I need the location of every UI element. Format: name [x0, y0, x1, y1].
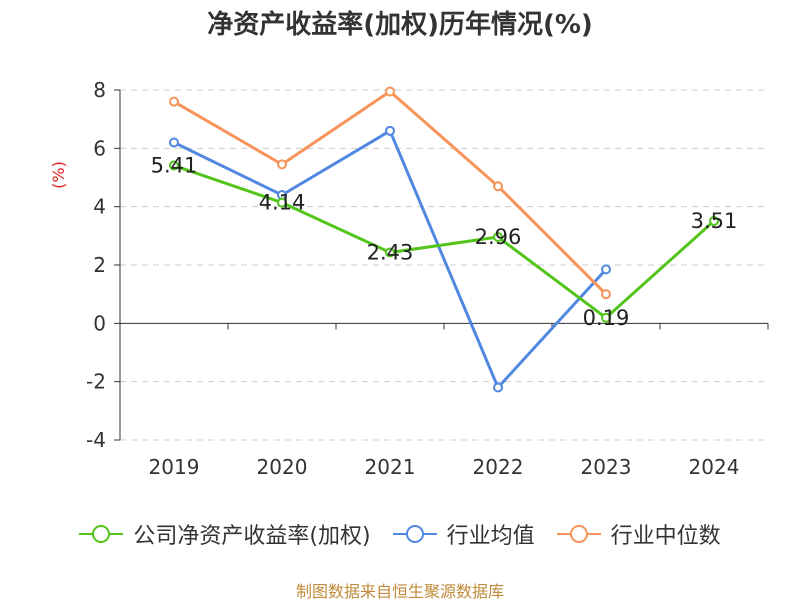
legend-label-industry-median: 行业中位数: [610, 524, 721, 549]
data-point: [385, 247, 395, 258]
y-tick-label: -2: [86, 370, 106, 394]
data-point: [277, 197, 287, 208]
data-point: [493, 181, 503, 192]
data-point: [169, 96, 179, 107]
legend: 公司净资产收益率(加权) 行业均值 行业中位数: [0, 518, 800, 550]
legend-swatch-industry-median: [556, 525, 601, 543]
data-point: [277, 159, 287, 170]
data-label: 2.96: [475, 225, 522, 249]
data-point: [709, 215, 719, 226]
series-line: [173, 164, 716, 320]
chart-title: 净资产收益率(加权)历年情况(%): [207, 10, 593, 40]
y-tick-label: 0: [93, 311, 106, 335]
y-tick-label: 6: [93, 136, 106, 160]
legend-item-company[interactable]: 公司净资产收益率(加权): [79, 518, 371, 550]
data-point: [601, 264, 611, 275]
x-tick-label: 2020: [257, 455, 308, 479]
y-tick-label: 8: [93, 78, 106, 102]
x-tick-label: 2021: [365, 455, 416, 479]
source-note: 制图数据来自恒生聚源数据库: [295, 582, 504, 601]
data-point: [385, 86, 395, 97]
data-point: [385, 125, 395, 136]
x-tick-label: 2023: [581, 455, 632, 479]
x-tick-label: 2019: [149, 455, 200, 479]
data-label: 3.51: [691, 209, 738, 233]
y-tick-label: 2: [93, 253, 106, 277]
y-tick-label: -4: [86, 428, 106, 452]
data-point: [169, 160, 179, 171]
data-label: 0.19: [583, 306, 630, 330]
data-point: [493, 382, 503, 393]
data-point: [493, 232, 503, 242]
legend-label-industry-mean: 行业均值: [446, 524, 535, 549]
legend-item-industry-mean[interactable]: 行业均值: [392, 518, 535, 550]
data-label: 2.43: [367, 240, 414, 264]
data-point: [601, 289, 611, 300]
legend-label-company: 公司净资产收益率(加权): [133, 524, 371, 549]
legend-swatch-industry-mean: [392, 525, 437, 543]
data-point: [601, 312, 611, 323]
data-label: 4.14: [259, 191, 306, 215]
legend-swatch-company: [79, 525, 124, 543]
data-label: 5.41: [151, 154, 198, 178]
x-tick-label: 2024: [689, 455, 740, 479]
y-tick-label: 4: [93, 195, 106, 219]
y-axis-label: (%): [49, 161, 68, 189]
data-point: [169, 137, 179, 148]
x-tick-label: 2022: [473, 455, 524, 479]
legend-item-industry-median[interactable]: 行业中位数: [556, 518, 721, 550]
